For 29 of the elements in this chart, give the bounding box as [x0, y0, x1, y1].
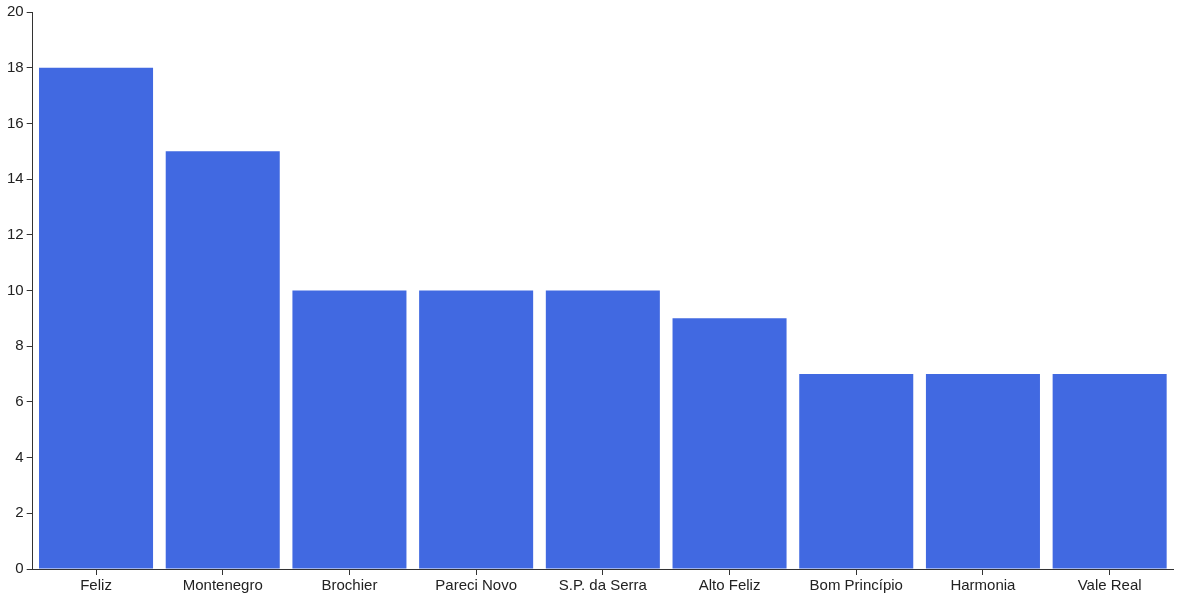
- bar: [672, 318, 787, 569]
- y-tick-label: 8: [15, 336, 24, 354]
- y-tick-label: 10: [7, 280, 24, 298]
- bar: [545, 290, 660, 569]
- x-tick-label: Harmonia: [950, 576, 1017, 594]
- x-tick-label: Montenegro: [182, 576, 263, 594]
- bar: [799, 374, 914, 569]
- y-tick-label: 4: [15, 447, 24, 465]
- y-tick-label: 18: [7, 57, 24, 75]
- y-tick-label: 6: [15, 392, 24, 410]
- y-tick-label: 2: [15, 503, 24, 521]
- x-tick-label: S.P. da Serra: [558, 576, 648, 594]
- bar: [925, 374, 1040, 569]
- x-tick-label: Brochier: [321, 576, 378, 594]
- x-tick-label: Bom Princípio: [809, 576, 903, 594]
- bar: [1052, 374, 1167, 569]
- bar: [419, 290, 534, 569]
- y-tick-label: 14: [7, 169, 24, 187]
- bar: [165, 151, 280, 569]
- y-tick-label: 16: [7, 113, 24, 131]
- bar: [292, 290, 407, 569]
- x-tick-label: Feliz: [80, 576, 112, 594]
- x-tick-label: Alto Feliz: [698, 576, 761, 594]
- y-tick-label: 12: [7, 224, 24, 242]
- y-tick-label: 0: [15, 559, 24, 577]
- y-tick-label: 20: [7, 2, 24, 20]
- x-tick-label: Pareci Novo: [435, 576, 517, 594]
- bar: [39, 67, 154, 569]
- x-tick-label: Vale Real: [1077, 576, 1142, 594]
